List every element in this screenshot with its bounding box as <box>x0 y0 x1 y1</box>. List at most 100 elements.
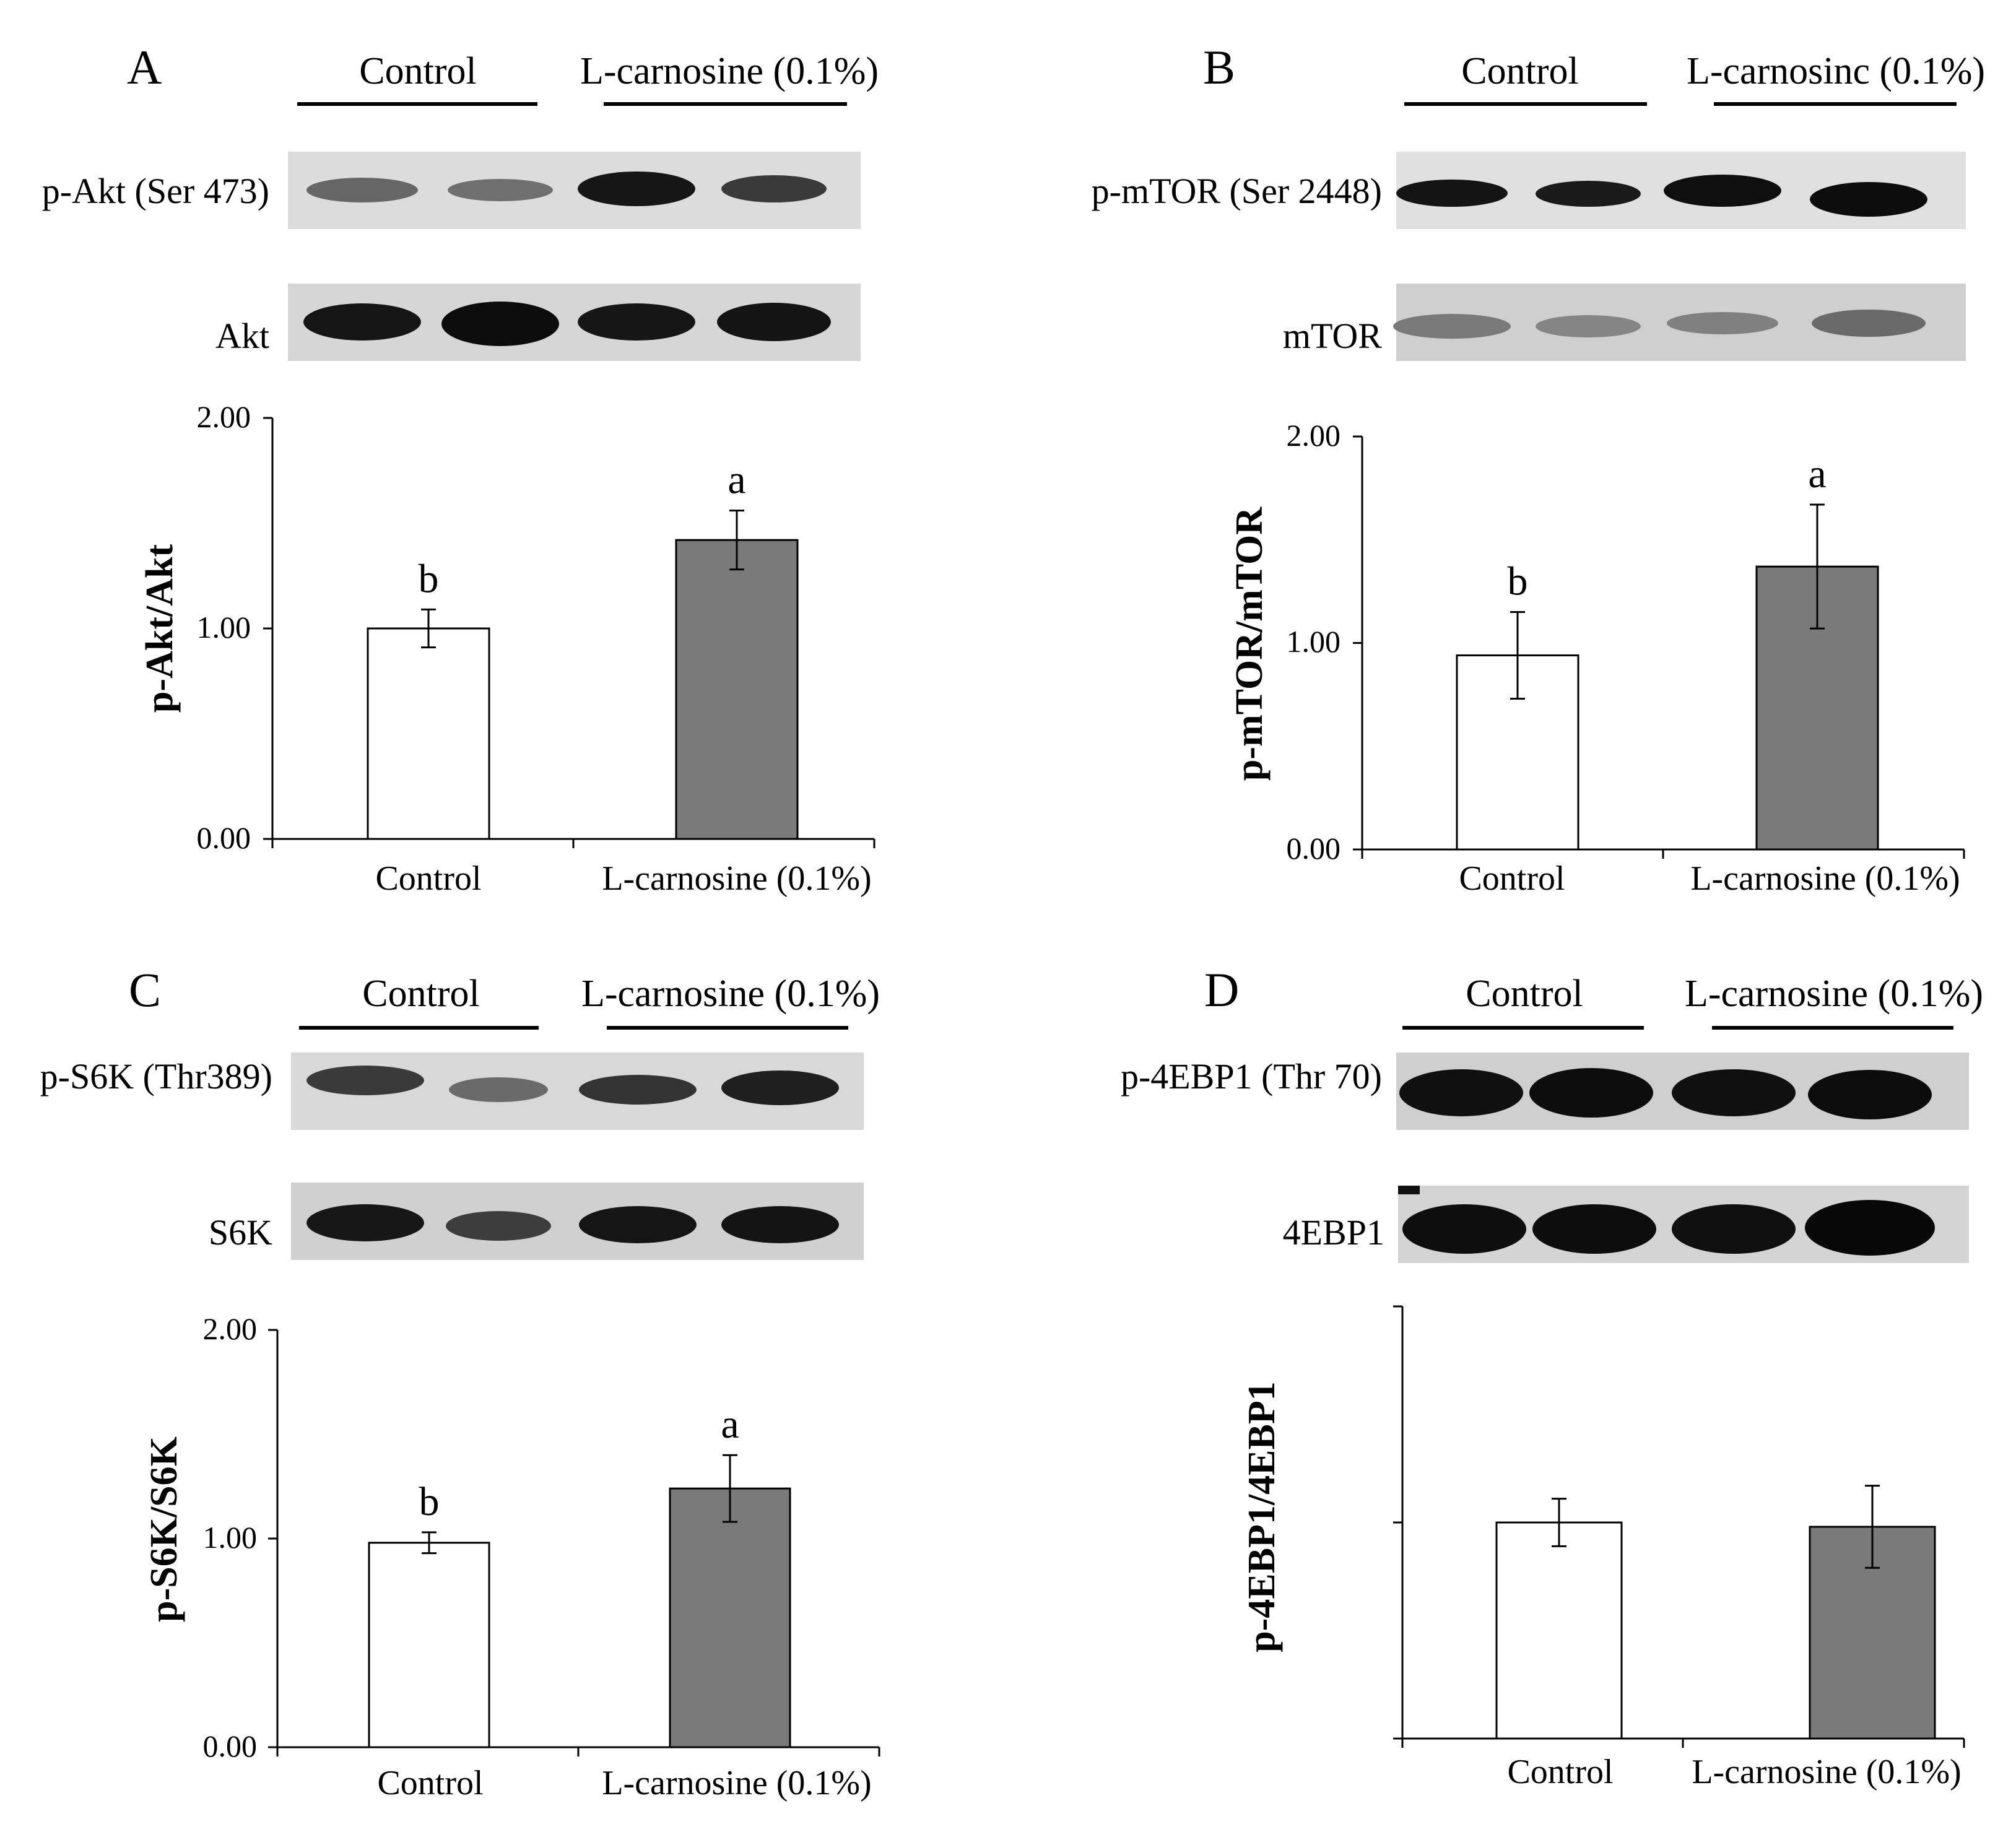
blot-band <box>1399 1069 1523 1116</box>
blot-label-row2-a: Akt <box>215 316 269 356</box>
bar-chart-d: p-4EBP1/4EBP1 Control L-carnosine (0.1%) <box>1241 1305 1965 1791</box>
error-bar-control-c <box>422 1531 437 1555</box>
y-axis-label-b: p-mTOR/mTOR <box>1228 506 1271 781</box>
blot-band <box>1810 182 1927 217</box>
blot-label-row1-d: p-4EBP1 (Thr 70) <box>1121 1056 1382 1097</box>
error-bar-treatment-c <box>723 1454 737 1523</box>
x-tick-label-control-d: Control <box>1507 1753 1613 1791</box>
x-tick-label-control-a: Control <box>375 859 481 898</box>
blot-group-treatment-b: L-carnosinc (0.1%) <box>1687 50 1985 92</box>
blot-band <box>441 302 559 346</box>
y-tick-label-b: 0.00 <box>1287 831 1341 866</box>
error-bar-control-a <box>421 608 436 649</box>
blot-band <box>1808 1070 1932 1119</box>
blot-band <box>448 179 553 201</box>
blot-label-row2-d: 4EBP1 <box>1283 1212 1384 1253</box>
blot-group-treatment-a: L-carnosine (0.1%) <box>580 50 879 92</box>
x-tick-label-treatment-c: L-carnosine (0.1%) <box>602 1764 871 1802</box>
sig-letter-treatment-c: a <box>721 1402 739 1447</box>
panel-c: C Control L-carnosine (0.1%) p-S6K (Thr3… <box>40 963 880 1802</box>
blot-band <box>1536 315 1641 337</box>
error-bar-control-b <box>1510 610 1525 700</box>
blot-group-control-c: Control <box>362 973 479 1015</box>
y-tick-label-c: 1.00 <box>203 1520 258 1555</box>
blot-band <box>579 1075 697 1105</box>
blot-band <box>303 303 421 341</box>
x-tick-label-control-b: Control <box>1459 859 1565 898</box>
sig-letter-treatment-a: a <box>728 458 745 503</box>
panel-d: D Control L-carnosine (0.1%) p-4EBP1 (Th… <box>1121 963 1983 1791</box>
sig-letter-treatment-b: a <box>1808 451 1826 497</box>
panel-letter-d: D <box>1204 963 1239 1017</box>
panel-letter-a: A <box>127 40 162 94</box>
panel-letter-b: B <box>1203 40 1235 94</box>
blot-band <box>1396 180 1508 207</box>
blot-band <box>1805 1200 1935 1256</box>
error-bar-treatment-d <box>1865 1485 1880 1569</box>
bar-treatment-c <box>669 1487 791 1748</box>
blot-band <box>721 1071 839 1105</box>
y-tick-label-b: 2.00 <box>1287 418 1341 453</box>
blot-group-treatment-c: L-carnosine (0.1%) <box>581 973 880 1015</box>
blot-marker <box>1398 1186 1420 1194</box>
y-tick-label-c: 2.00 <box>203 1311 258 1346</box>
error-bar-treatment-a <box>729 510 744 571</box>
blot-band <box>446 1211 551 1241</box>
error-bar-control-d <box>1552 1498 1566 1547</box>
y-tick-label-a: 1.00 <box>197 610 251 645</box>
y-axis-label-a: p-Akt/Akt <box>139 544 181 713</box>
panel-a: A Control L-carnosine (0.1%) p-Akt (Ser … <box>42 40 879 898</box>
y-axis-label-c: p-S6K/S6K <box>143 1436 185 1622</box>
y-axis-label-d: p-4EBP1/4EBP1 <box>1241 1381 1283 1652</box>
x-tick-label-control-c: Control <box>377 1764 483 1802</box>
blot-band <box>1536 181 1641 207</box>
blot-group-control-d: Control <box>1466 973 1583 1015</box>
blot-band <box>1529 1068 1653 1118</box>
blot-band <box>306 178 418 202</box>
blot-label-row1-c: p-S6K (Thr389) <box>40 1056 272 1097</box>
bar-control-c <box>368 1542 490 1748</box>
sig-letter-control-a: b <box>419 556 439 601</box>
blot-band <box>306 1204 424 1241</box>
blot-label-row1-a: p-Akt (Ser 473) <box>42 171 269 211</box>
bar-chart-b: 0.00 1.00 2.00 p-mTOR/mTOR b a Control L… <box>1228 418 1965 898</box>
blot-band <box>721 175 827 202</box>
blot-band <box>449 1077 548 1102</box>
blot-label-row1-b: p-mTOR (Ser 2448) <box>1092 171 1382 211</box>
panel-letter-c: C <box>129 963 161 1017</box>
y-tick-label-c: 0.00 <box>203 1729 258 1763</box>
panel-b: B Control L-carnosinc (0.1%) p-mTOR (Ser… <box>1092 40 1985 898</box>
y-tick-label-a: 0.00 <box>197 820 251 855</box>
blot-band <box>1667 312 1778 334</box>
y-tick-label-a: 2.00 <box>197 399 251 434</box>
sig-letter-control-b: b <box>1508 558 1528 604</box>
blot-group-control-b: Control <box>1461 50 1578 92</box>
bar-chart-a: 0.00 1.00 2.00 p-Akt/Akt b a Control L-c… <box>139 399 875 898</box>
error-bar-treatment-b <box>1810 503 1825 630</box>
blot-band <box>721 1206 839 1243</box>
x-tick-label-treatment-d: L-carnosine (0.1%) <box>1692 1753 1961 1791</box>
bar-chart-c: 0.00 1.00 2.00 p-S6K/S6K b a Control L-c… <box>143 1311 880 1802</box>
bar-treatment-a <box>675 539 799 840</box>
x-tick-label-treatment-b: L-carnosine (0.1%) <box>1690 859 1960 898</box>
bar-control-d <box>1495 1521 1623 1740</box>
blot-band <box>579 1206 697 1243</box>
blot-band <box>578 172 695 206</box>
blot-group-treatment-d: L-carnosine (0.1%) <box>1685 973 1983 1015</box>
blot-band <box>1812 310 1926 337</box>
blot-group-control-a: Control <box>359 50 476 92</box>
blot-band <box>1402 1204 1526 1254</box>
blot-band <box>1532 1204 1656 1254</box>
y-tick-label-b: 1.00 <box>1287 624 1341 659</box>
bar-control-a <box>367 627 490 840</box>
x-tick-label-treatment-a: L-carnosine (0.1%) <box>602 859 871 898</box>
sig-letter-control-c: b <box>419 1479 440 1524</box>
blot-band <box>1664 175 1781 207</box>
blot-band <box>1393 314 1511 339</box>
blot-band <box>1672 1069 1796 1116</box>
blot-band <box>1672 1204 1796 1254</box>
blot-label-row2-b: mTOR <box>1283 316 1382 356</box>
blot-band <box>578 303 695 341</box>
blot-band <box>306 1066 424 1095</box>
